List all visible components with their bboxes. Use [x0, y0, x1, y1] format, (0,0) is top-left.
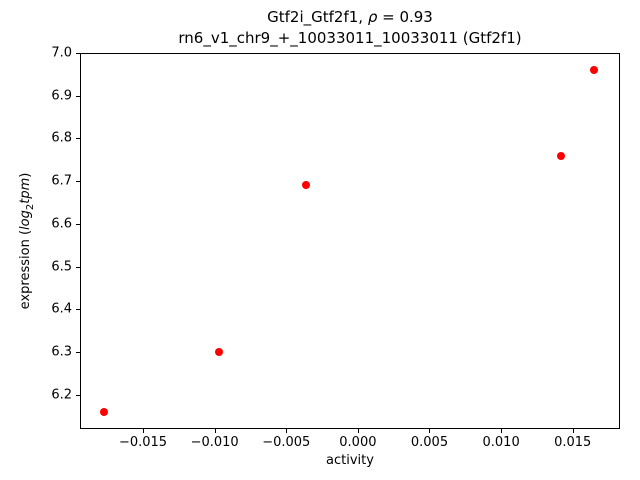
x-tick-label: −0.015	[118, 435, 168, 450]
y-label-log: log	[18, 210, 34, 230]
data-point	[214, 348, 223, 357]
y-tick-mark	[76, 95, 80, 97]
x-tick-mark	[143, 429, 145, 433]
y-tick-label: 6.4	[51, 301, 72, 317]
y-tick-label: 6.5	[51, 259, 72, 275]
y-label-close: )	[18, 172, 34, 178]
title-prefix: Gtf2i_Gtf2f1,	[267, 8, 368, 26]
x-tick-label: 0.005	[410, 435, 449, 450]
y-tick-label: 6.6	[51, 216, 72, 232]
y-tick-label: 6.8	[51, 130, 72, 146]
x-tick-label: 0.015	[554, 435, 592, 450]
y-tick-mark	[76, 138, 80, 140]
x-tick-label: −0.005	[262, 435, 311, 450]
data-point	[590, 66, 599, 75]
x-tick-mark	[429, 429, 431, 433]
y-tick-mark	[76, 394, 80, 396]
y-axis-label: expression (log2tpm)	[18, 173, 36, 310]
y-tick-mark	[76, 352, 80, 354]
rho-symbol: ρ	[367, 8, 378, 26]
data-point	[100, 407, 109, 416]
chart-title-line1: Gtf2i_Gtf2f1, ρ = 0.93	[80, 7, 620, 28]
y-tick-mark	[76, 266, 80, 268]
plot-area	[80, 53, 620, 429]
y-tick-label: 6.3	[51, 344, 72, 360]
y-tick-label: 6.2	[51, 387, 72, 403]
y-tick-label: 6.9	[51, 88, 72, 104]
x-tick-mark	[501, 429, 503, 433]
y-tick-mark	[76, 309, 80, 311]
y-label-subscript: 2	[24, 203, 36, 211]
x-tick-label: 0.010	[482, 435, 520, 450]
x-tick-label: 0.000	[339, 435, 377, 450]
y-label-tpm: tpm	[18, 177, 34, 204]
x-tick-mark	[357, 429, 359, 433]
data-point	[557, 151, 566, 160]
data-point	[302, 181, 311, 190]
y-tick-label: 7.0	[51, 45, 72, 61]
y-tick-mark	[76, 223, 80, 225]
chart-subtitle: rn6_v1_chr9_+_10033011_10033011 (Gtf2f1)	[178, 29, 522, 47]
x-axis-label: activity	[326, 453, 374, 468]
chart-title: Gtf2i_Gtf2f1, ρ = 0.93 rn6_v1_chr9_+_100…	[80, 7, 620, 49]
x-tick-mark	[214, 429, 216, 433]
y-tick-label: 6.7	[51, 173, 72, 189]
y-label-text: expression (	[18, 229, 34, 310]
y-tick-mark	[76, 181, 80, 183]
x-tick-mark	[286, 429, 288, 433]
y-tick-mark	[76, 53, 80, 54]
x-tick-label: −0.010	[190, 435, 239, 450]
x-tick-mark	[572, 429, 574, 433]
title-suffix: = 0.93	[377, 8, 433, 26]
